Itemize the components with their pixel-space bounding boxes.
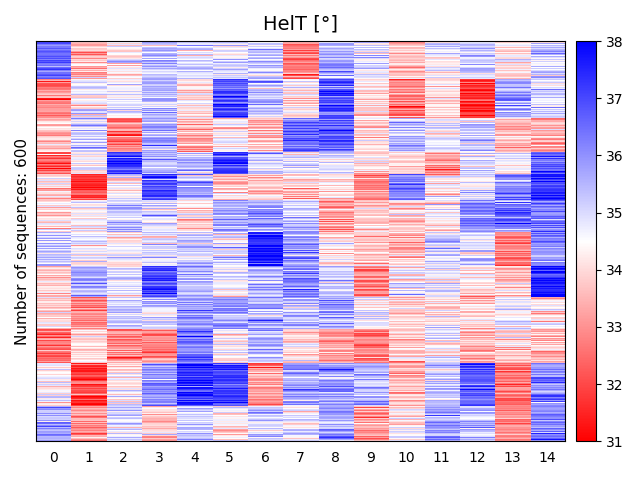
Title: HelT [°]: HelT [°] <box>263 15 338 34</box>
Y-axis label: Number of sequences: 600: Number of sequences: 600 <box>15 138 30 345</box>
